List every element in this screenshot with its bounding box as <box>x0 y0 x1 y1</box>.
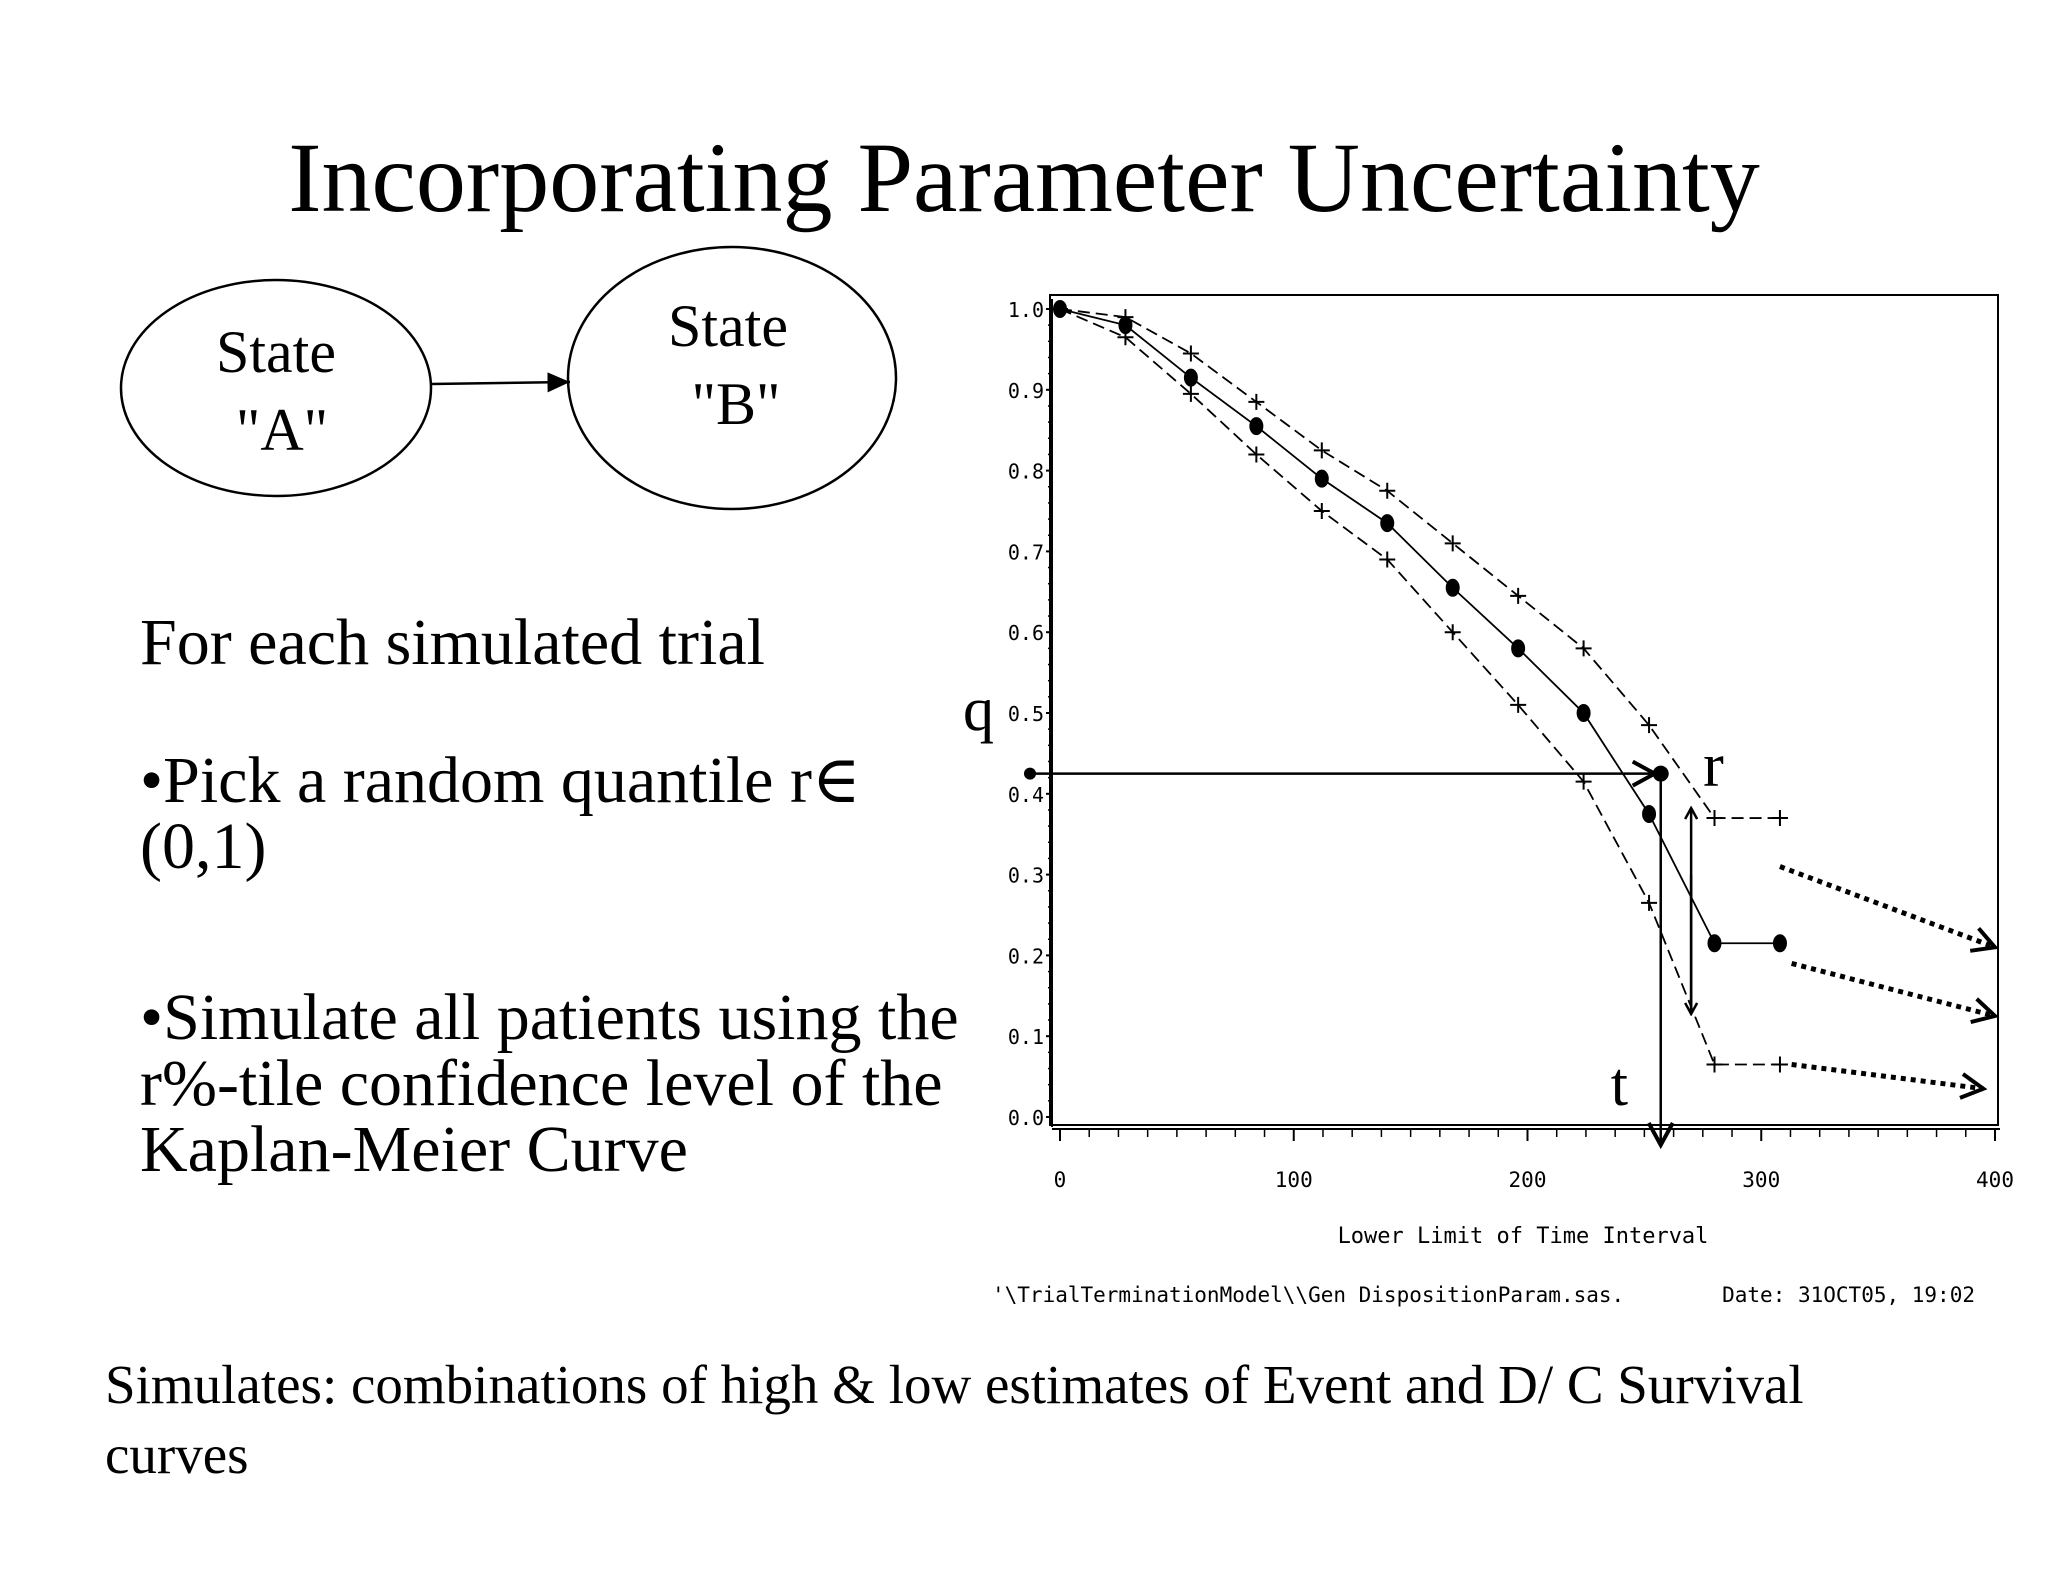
y-tick-label: 0.7 <box>1008 540 1044 564</box>
y-tick-label: 1.0 <box>1008 298 1044 322</box>
km-point-plus <box>1641 894 1658 911</box>
extrapolation-arrow-1 <box>1791 961 1995 1016</box>
km-point-plus <box>1575 773 1592 790</box>
km-point-dot <box>1707 934 1722 953</box>
km-point-plus <box>1771 1056 1788 1073</box>
km-point-dot <box>1576 704 1591 722</box>
km-point-dot <box>1445 578 1460 597</box>
y-tick-label: 0.2 <box>1008 944 1044 968</box>
km-point-plus <box>1706 810 1723 827</box>
km-point-plus <box>1379 551 1396 568</box>
chart-footer-path: '\TrialTerminationModel\\Gen Disposition… <box>992 1283 1624 1307</box>
km-point-plus <box>1117 329 1134 346</box>
y-tick-label: 0.4 <box>1008 783 1044 807</box>
km-point-plus <box>1444 535 1461 552</box>
x-tick-label: 100 <box>1275 1168 1313 1192</box>
state-a-label-line2: "A" <box>236 397 328 463</box>
x-tick-label: 0 <box>1054 1168 1067 1192</box>
km-point-plus <box>1510 696 1527 713</box>
x-tick-label: 400 <box>1976 1168 2014 1192</box>
km-point-plus <box>1771 810 1788 827</box>
x-tick-label: 300 <box>1742 1168 1780 1192</box>
slide-title: Incorporating Parameter Uncertainty <box>288 122 1760 233</box>
y-tick-label: 0.1 <box>1008 1025 1044 1049</box>
km-point-plus <box>1575 640 1592 657</box>
y-tick-label: 0.8 <box>1008 460 1044 484</box>
km-point-plus <box>1248 446 1265 463</box>
km-series-line-2 <box>1059 308 1780 1066</box>
state-a-node <box>119 278 433 498</box>
y-tick-label: 0.5 <box>1008 702 1044 726</box>
x-tick-label: 200 <box>1509 1168 1547 1192</box>
bullet-simulate-patients: •Simulate all patients using the r%-tile… <box>140 981 959 1186</box>
km-point-dot <box>1511 639 1526 658</box>
km-point-plus <box>1510 587 1527 604</box>
km-point-plus <box>1313 442 1330 459</box>
km-point-dot <box>1314 469 1329 488</box>
km-point-dot <box>1183 368 1198 387</box>
km-point-dot <box>1772 934 1787 953</box>
km-point-plus <box>1444 624 1461 641</box>
chart-footer-date: Date: 31OCT05, 19:02 <box>1722 1283 1975 1307</box>
intro-text: For each simulated trial <box>140 606 765 679</box>
km-point-dot <box>1642 805 1657 823</box>
km-point-plus <box>1182 385 1199 402</box>
km-point-dot <box>1249 417 1264 436</box>
state-a-label-line1: State <box>216 319 336 385</box>
state-transition-arrow <box>430 372 571 393</box>
r-label: r <box>1703 732 1724 800</box>
footnote: Simulates: combinations of high & low es… <box>105 1354 1804 1485</box>
extrapolation-arrow-2 <box>1791 1061 1984 1088</box>
km-point-plus <box>1379 482 1396 499</box>
y-tick-label: 0.0 <box>1008 1106 1044 1130</box>
km-point-dot <box>1380 514 1395 533</box>
state-b-label-line1: State <box>668 293 788 359</box>
t-label: t <box>1611 1051 1628 1119</box>
km-point-dot <box>1118 316 1133 335</box>
km-point-plus <box>1313 503 1330 519</box>
bullet-pick-quantile: •Pick a random quantile r∈ (0,1) <box>140 744 861 883</box>
y-tick-label: 0.9 <box>1008 379 1044 403</box>
km-point-plus <box>1641 717 1658 734</box>
km-series-line-0 <box>1059 308 1780 819</box>
plot-frame <box>1049 294 1999 1126</box>
extrapolation-arrow-0 <box>1779 864 1995 948</box>
km-point-plus <box>1706 1056 1723 1073</box>
km-point-plus <box>1052 301 1068 317</box>
km-point-plus <box>1182 345 1199 362</box>
km-series-line-1 <box>1059 308 1780 945</box>
y-tick-label: 0.6 <box>1008 621 1044 645</box>
q-label: q <box>963 676 994 744</box>
x-axis-label: Lower Limit of Time Interval <box>1338 1224 1709 1249</box>
km-point-plus <box>1248 393 1265 410</box>
y-tick-label: 0.3 <box>1008 864 1044 888</box>
state-b-label-line2: "B" <box>691 371 780 437</box>
